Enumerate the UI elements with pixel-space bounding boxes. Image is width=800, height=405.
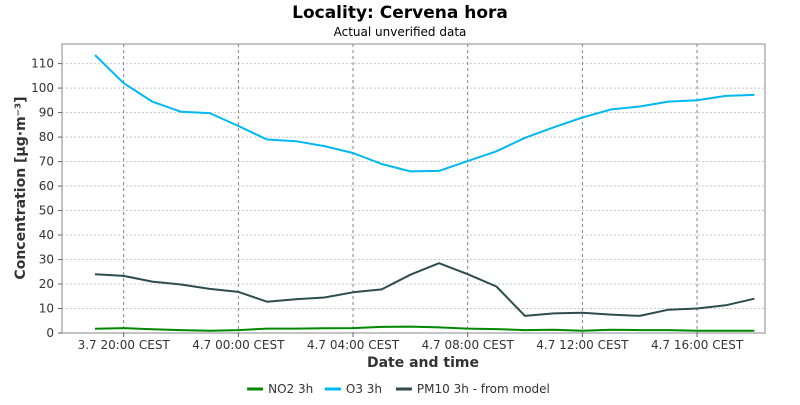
x-tick-label: 4.7 12:00 CEST xyxy=(536,338,629,352)
grid xyxy=(62,44,765,333)
y-tick-label: 70 xyxy=(39,155,54,169)
legend-item: O3 3h xyxy=(324,382,382,396)
y-tick-label: 60 xyxy=(39,179,54,193)
y-tick-label: 50 xyxy=(39,204,54,218)
chart-title: Locality: Cervena hora xyxy=(292,3,508,23)
y-tick-label: 0 xyxy=(46,326,54,340)
series-line-pm10-3h-from-model xyxy=(94,262,755,317)
chart-subtitle: Actual unverified data xyxy=(334,25,467,39)
y-tick-label: 90 xyxy=(39,106,54,120)
y-axis-label: Concentration [µg·m⁻³] xyxy=(13,96,29,279)
series-layer xyxy=(94,54,755,332)
legend-item: NO2 3h xyxy=(247,382,313,396)
legend-label: NO2 3h xyxy=(268,382,313,396)
x-tick-label: 4.7 08:00 CEST xyxy=(422,338,515,352)
y-tick-label: 10 xyxy=(39,302,54,316)
series-line-o3-3h xyxy=(94,54,755,173)
legend-label: PM10 3h - from model xyxy=(417,382,550,396)
y-tick-label: 30 xyxy=(39,253,54,267)
y-tick-label: 40 xyxy=(39,228,54,242)
plot-area xyxy=(61,43,766,334)
y-tick-label: 80 xyxy=(39,130,54,144)
legend-item: PM10 3h - from model xyxy=(395,382,550,396)
y-tick-label: 100 xyxy=(31,81,54,95)
x-axis-label: Date and time xyxy=(367,355,479,371)
legend-label: O3 3h xyxy=(346,382,382,396)
x-tick-label: 4.7 16:00 CEST xyxy=(651,338,744,352)
x-tick-label: 4.7 04:00 CEST xyxy=(307,338,400,352)
series-line-no2-3h xyxy=(94,325,755,332)
y-tick-label: 20 xyxy=(39,277,54,291)
legend: NO2 3h O3 3h PM10 3h - from model xyxy=(247,382,550,396)
x-tick-label: 3.7 20:00 CEST xyxy=(78,338,171,352)
axes: 0 10 20 30 40 50 60 70 80 90 100 110 3.7 20:00 CEST 4… xyxy=(31,57,744,352)
y-tick-label: 110 xyxy=(31,57,54,71)
x-tick-label: 4.7 00:00 CEST xyxy=(192,338,285,352)
